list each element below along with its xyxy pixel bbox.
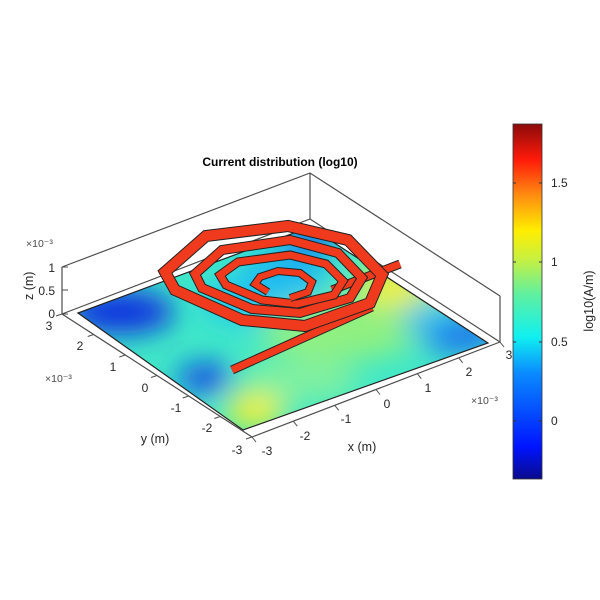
x-tick-labels: -3 -2 -1 0 1 2 3 ×10⁻³ x (m) — [262, 348, 513, 458]
z-axis-label: z (m) — [22, 272, 36, 300]
y-exponent: ×10⁻³ — [45, 373, 72, 385]
svg-text:2: 2 — [77, 339, 84, 353]
svg-text:-2: -2 — [300, 429, 311, 443]
svg-text:3: 3 — [46, 319, 53, 333]
colorbar-gradient — [512, 123, 543, 480]
chart-title: Current distribution (log10) — [202, 155, 357, 169]
z-axis: 1 0.5 0 ×10⁻³ z (m) — [22, 238, 68, 321]
x-axis — [251, 341, 505, 443]
colorbar-label: log10(A/m) — [582, 270, 596, 331]
y-axis-label: y (m) — [141, 432, 169, 446]
svg-text:1: 1 — [110, 360, 117, 374]
svg-text:3: 3 — [506, 348, 513, 362]
svg-text:-3: -3 — [232, 443, 243, 457]
svg-text:-1: -1 — [341, 412, 352, 426]
svg-text:0: 0 — [142, 381, 149, 395]
axes-box-back — [61, 172, 501, 343]
svg-text:-1: -1 — [171, 401, 182, 415]
colorbar-tick-0: 0 — [551, 414, 558, 428]
spiral-trace — [157, 219, 402, 375]
svg-text:2: 2 — [466, 365, 473, 379]
z-exponent: ×10⁻³ — [26, 238, 53, 250]
surface-outline — [76, 226, 490, 431]
colorbar-tick-1: 1 — [551, 255, 558, 269]
svg-text:1: 1 — [425, 381, 432, 395]
z-tick-0: 0 — [48, 307, 55, 321]
colorbar-tick-1.5: 1.5 — [551, 176, 568, 190]
y-axis — [55, 313, 253, 440]
y-tick-labels: 3 2 1 0 -1 -2 -3 ×10⁻³ y (m) — [45, 319, 243, 457]
z-tick-0.5: 0.5 — [38, 284, 55, 298]
colorbar-tick-0.5: 0.5 — [551, 335, 568, 349]
svg-text:-2: -2 — [202, 421, 213, 435]
z-tick-1: 1 — [48, 261, 55, 275]
x-axis-label: x (m) — [348, 440, 376, 454]
colorbar: 1.5 1 0.5 0 log10(A/m) — [512, 123, 596, 480]
svg-text:-3: -3 — [262, 444, 273, 458]
svg-text:0: 0 — [384, 397, 391, 411]
x-exponent: ×10⁻³ — [471, 395, 498, 407]
